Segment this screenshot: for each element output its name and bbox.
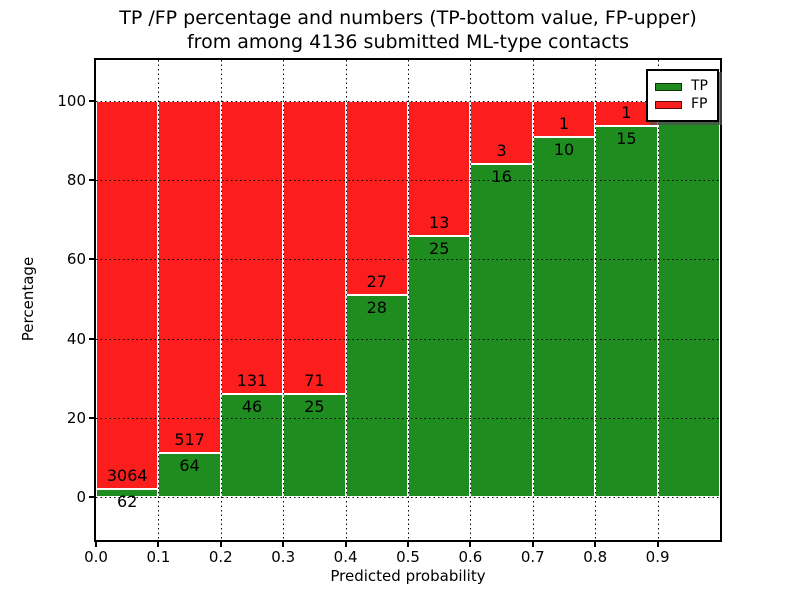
tp-count-label-3: 25 xyxy=(304,396,325,416)
bar-segment-tp-3 xyxy=(283,393,346,497)
tp-count-label-6: 16 xyxy=(491,166,512,186)
tp-count-label-5: 25 xyxy=(429,239,450,259)
x-tick-0.6 xyxy=(469,542,472,547)
y-tick-label-60: 60 xyxy=(66,250,86,269)
y-tick-label-20: 20 xyxy=(66,408,86,427)
horizontal-gridline-40 xyxy=(96,338,720,340)
legend-label-tp: TP xyxy=(691,78,708,94)
y-tick-60 xyxy=(89,258,94,261)
chart-title-line1: TP /FP percentage and numbers (TP-bottom… xyxy=(119,7,697,29)
y-tick-label-80: 80 xyxy=(66,171,86,190)
fp-count-label-8: 1 xyxy=(621,102,632,122)
horizontal-gridline-100 xyxy=(96,101,720,102)
horizontal-gridline-60 xyxy=(96,259,720,261)
vertical-gridline-0.9 xyxy=(657,60,659,540)
x-tick-label-0.2: 0.2 xyxy=(208,548,233,566)
vertical-gridline-0.3 xyxy=(283,60,285,540)
y-tick-80 xyxy=(89,179,94,182)
legend: TP FP xyxy=(646,69,719,122)
bar-segment-tp-8 xyxy=(595,125,658,497)
vertical-gridline-0.1 xyxy=(158,60,160,540)
x-tick-label-0.7: 0.7 xyxy=(520,548,545,566)
bar-segment-fp-3 xyxy=(283,101,346,394)
vertical-gridline-0.8 xyxy=(595,60,597,540)
y-tick-label-40: 40 xyxy=(66,329,86,348)
tp-count-label-4: 28 xyxy=(366,298,387,318)
bar-segment-tp-5 xyxy=(408,236,471,497)
tp-count-label-7: 10 xyxy=(553,139,575,159)
y-tick-20 xyxy=(89,416,94,419)
legend-swatch-fp xyxy=(655,100,682,109)
tp-count-label-8: 15 xyxy=(616,128,637,148)
fp-count-label-7: 1 xyxy=(558,114,570,133)
legend-entry-tp: TP xyxy=(655,79,708,94)
x-tick-0.0 xyxy=(95,542,97,547)
bar-segment-tp-9 xyxy=(657,101,720,497)
vertical-gridline-0.7 xyxy=(532,60,534,540)
x-tick-label-0.8: 0.8 xyxy=(583,548,608,566)
y-tick-100 xyxy=(89,100,94,102)
fp-count-label-5: 13 xyxy=(429,213,450,233)
y-tick-40 xyxy=(89,337,94,340)
x-tick-0.4 xyxy=(344,542,347,547)
x-tick-0.2 xyxy=(219,542,222,547)
x-tick-label-0.5: 0.5 xyxy=(396,548,420,566)
y-tick-0 xyxy=(89,496,94,498)
bar-segment-tp-6 xyxy=(470,163,533,497)
x-tick-0.7 xyxy=(531,542,534,547)
y-tick-label-100: 100 xyxy=(57,92,86,110)
x-tick-0.8 xyxy=(594,542,597,547)
bar-count-labels-layer: 306462517641314671252728132531611011517 xyxy=(96,60,720,540)
bar-segment-tp-4 xyxy=(345,295,408,497)
bar-segment-fp-4 xyxy=(345,101,408,296)
bar-segment-fp-1 xyxy=(158,101,221,454)
horizontal-gridline-80 xyxy=(96,180,720,182)
vertical-gridline-0.4 xyxy=(345,60,347,540)
bars-layer xyxy=(96,60,720,540)
fp-count-label-3: 71 xyxy=(304,370,325,390)
fp-count-label-2: 131 xyxy=(236,371,268,391)
legend-swatch-tp xyxy=(655,82,682,91)
x-axis-label: Predicted probability xyxy=(330,567,486,585)
y-axis-label: Percentage xyxy=(19,256,37,342)
vertical-gridline-0.5 xyxy=(408,60,409,540)
x-tick-label-0.6: 0.6 xyxy=(458,548,483,566)
bar-segment-fp-0 xyxy=(96,101,159,490)
chart-title-line2: from among 4136 submitted ML-type contac… xyxy=(186,31,630,53)
x-tick-0.1 xyxy=(157,542,160,547)
vertical-gridline-0.2 xyxy=(220,60,222,540)
horizontal-gridline-20 xyxy=(96,417,720,419)
fp-count-label-0: 3064 xyxy=(106,466,148,486)
grid-layer xyxy=(96,60,720,540)
x-tick-label-0.9: 0.9 xyxy=(645,548,670,566)
tp-count-label-0: 62 xyxy=(117,492,138,512)
y-tick-label-0: 0 xyxy=(76,488,86,506)
x-tick-0.3 xyxy=(282,542,285,547)
tp-count-label-1: 64 xyxy=(179,456,200,476)
bar-segment-fp-2 xyxy=(220,101,284,395)
plot-area: 306462517641314671252728132531611011517 xyxy=(96,60,720,540)
x-tick-label-0.4: 0.4 xyxy=(333,548,358,566)
x-tick-0.9 xyxy=(656,542,659,547)
bar-segment-tp-0 xyxy=(96,489,159,497)
bar-segment-tp-7 xyxy=(532,136,596,497)
fp-count-label-4: 27 xyxy=(366,272,387,292)
legend-entry-fp: FP xyxy=(655,97,708,112)
x-tick-label-0.1: 0.1 xyxy=(146,548,171,566)
legend-label-fp: FP xyxy=(691,96,708,112)
tp-count-label-2: 46 xyxy=(241,397,263,417)
bar-segment-tp-1 xyxy=(158,453,221,497)
horizontal-gridline-0 xyxy=(96,497,720,498)
chart-title: TP /FP percentage and numbers (TP-bottom… xyxy=(96,6,720,54)
fp-count-label-1: 517 xyxy=(174,430,205,450)
x-tick-label-0.3: 0.3 xyxy=(271,548,296,566)
vertical-gridline-0.6 xyxy=(470,60,472,540)
x-tick-0.5 xyxy=(407,542,409,547)
fp-count-label-6: 3 xyxy=(496,140,507,160)
x-tick-label-0.0: 0.0 xyxy=(84,548,108,566)
